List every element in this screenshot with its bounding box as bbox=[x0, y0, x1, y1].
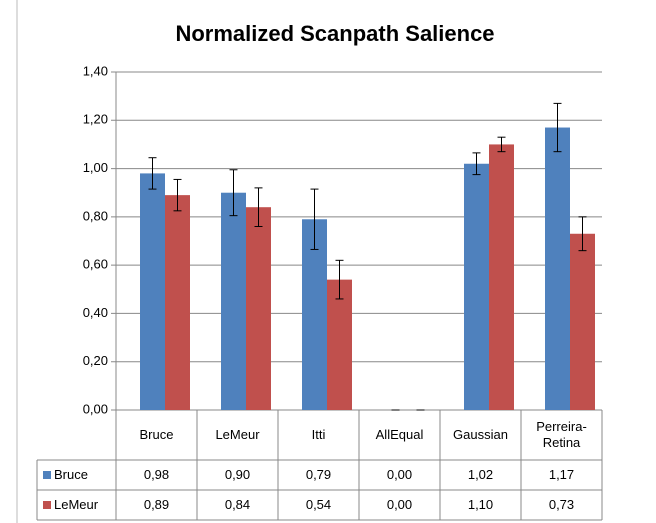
error-bar bbox=[254, 187, 263, 228]
chart-title: Normalized Scanpath Salience bbox=[175, 21, 494, 46]
bar bbox=[246, 207, 271, 410]
legend-key bbox=[43, 501, 51, 509]
bar bbox=[464, 163, 489, 410]
table-value: 0,00 bbox=[386, 467, 413, 482]
table-value: 1,02 bbox=[467, 467, 494, 482]
error-bar bbox=[148, 157, 157, 190]
table-value: 0,73 bbox=[548, 497, 575, 512]
legend-item: Bruce bbox=[37, 460, 116, 490]
error-bar bbox=[578, 216, 587, 252]
y-tick-label: 1,40 bbox=[83, 63, 108, 78]
bar bbox=[489, 144, 514, 410]
error-bar bbox=[497, 136, 506, 153]
bar bbox=[221, 192, 246, 410]
x-tick-label: Itti bbox=[311, 427, 326, 442]
bar bbox=[140, 173, 165, 410]
y-tick-label: 0,80 bbox=[83, 208, 108, 223]
legend-key bbox=[43, 471, 51, 479]
bar bbox=[327, 279, 352, 410]
table-value: 0,90 bbox=[224, 467, 251, 482]
error-bar bbox=[310, 188, 319, 250]
error-bar bbox=[173, 178, 182, 212]
table-value: 0,98 bbox=[143, 467, 170, 482]
x-tick-label: AllEqual bbox=[375, 427, 424, 442]
y-tick-label: 0,20 bbox=[83, 353, 108, 368]
y-tick-label: 1,00 bbox=[83, 160, 108, 175]
table-value: 0,84 bbox=[224, 497, 251, 512]
table-value: 0,89 bbox=[143, 497, 170, 512]
table-value: 0,79 bbox=[305, 467, 332, 482]
bar bbox=[570, 233, 595, 410]
y-tick-label: 1,20 bbox=[83, 112, 108, 127]
y-tick-label: 0,60 bbox=[83, 257, 108, 272]
legend-label: LeMeur bbox=[54, 497, 99, 512]
error-bar bbox=[229, 169, 238, 217]
x-tick-label: Bruce bbox=[139, 427, 174, 442]
bar bbox=[165, 195, 190, 410]
table-value: 1,17 bbox=[548, 467, 575, 482]
x-tick-label: Perreira-Retina bbox=[536, 419, 587, 450]
y-tick-label: 0,00 bbox=[83, 401, 108, 416]
x-tick-label: Gaussian bbox=[453, 427, 508, 442]
error-bar bbox=[335, 259, 344, 300]
table-value: 1,10 bbox=[467, 497, 494, 512]
bar bbox=[545, 127, 570, 411]
legend-item: LeMeur bbox=[37, 490, 116, 520]
bar bbox=[302, 219, 327, 410]
table-value: 0,54 bbox=[305, 497, 332, 512]
error-bar bbox=[553, 102, 562, 153]
legend-label: Bruce bbox=[54, 467, 88, 482]
x-tick-label: LeMeur bbox=[215, 427, 260, 442]
table-value: 0,00 bbox=[386, 497, 413, 512]
y-tick-label: 0,40 bbox=[83, 305, 108, 320]
error-bar bbox=[472, 152, 481, 176]
